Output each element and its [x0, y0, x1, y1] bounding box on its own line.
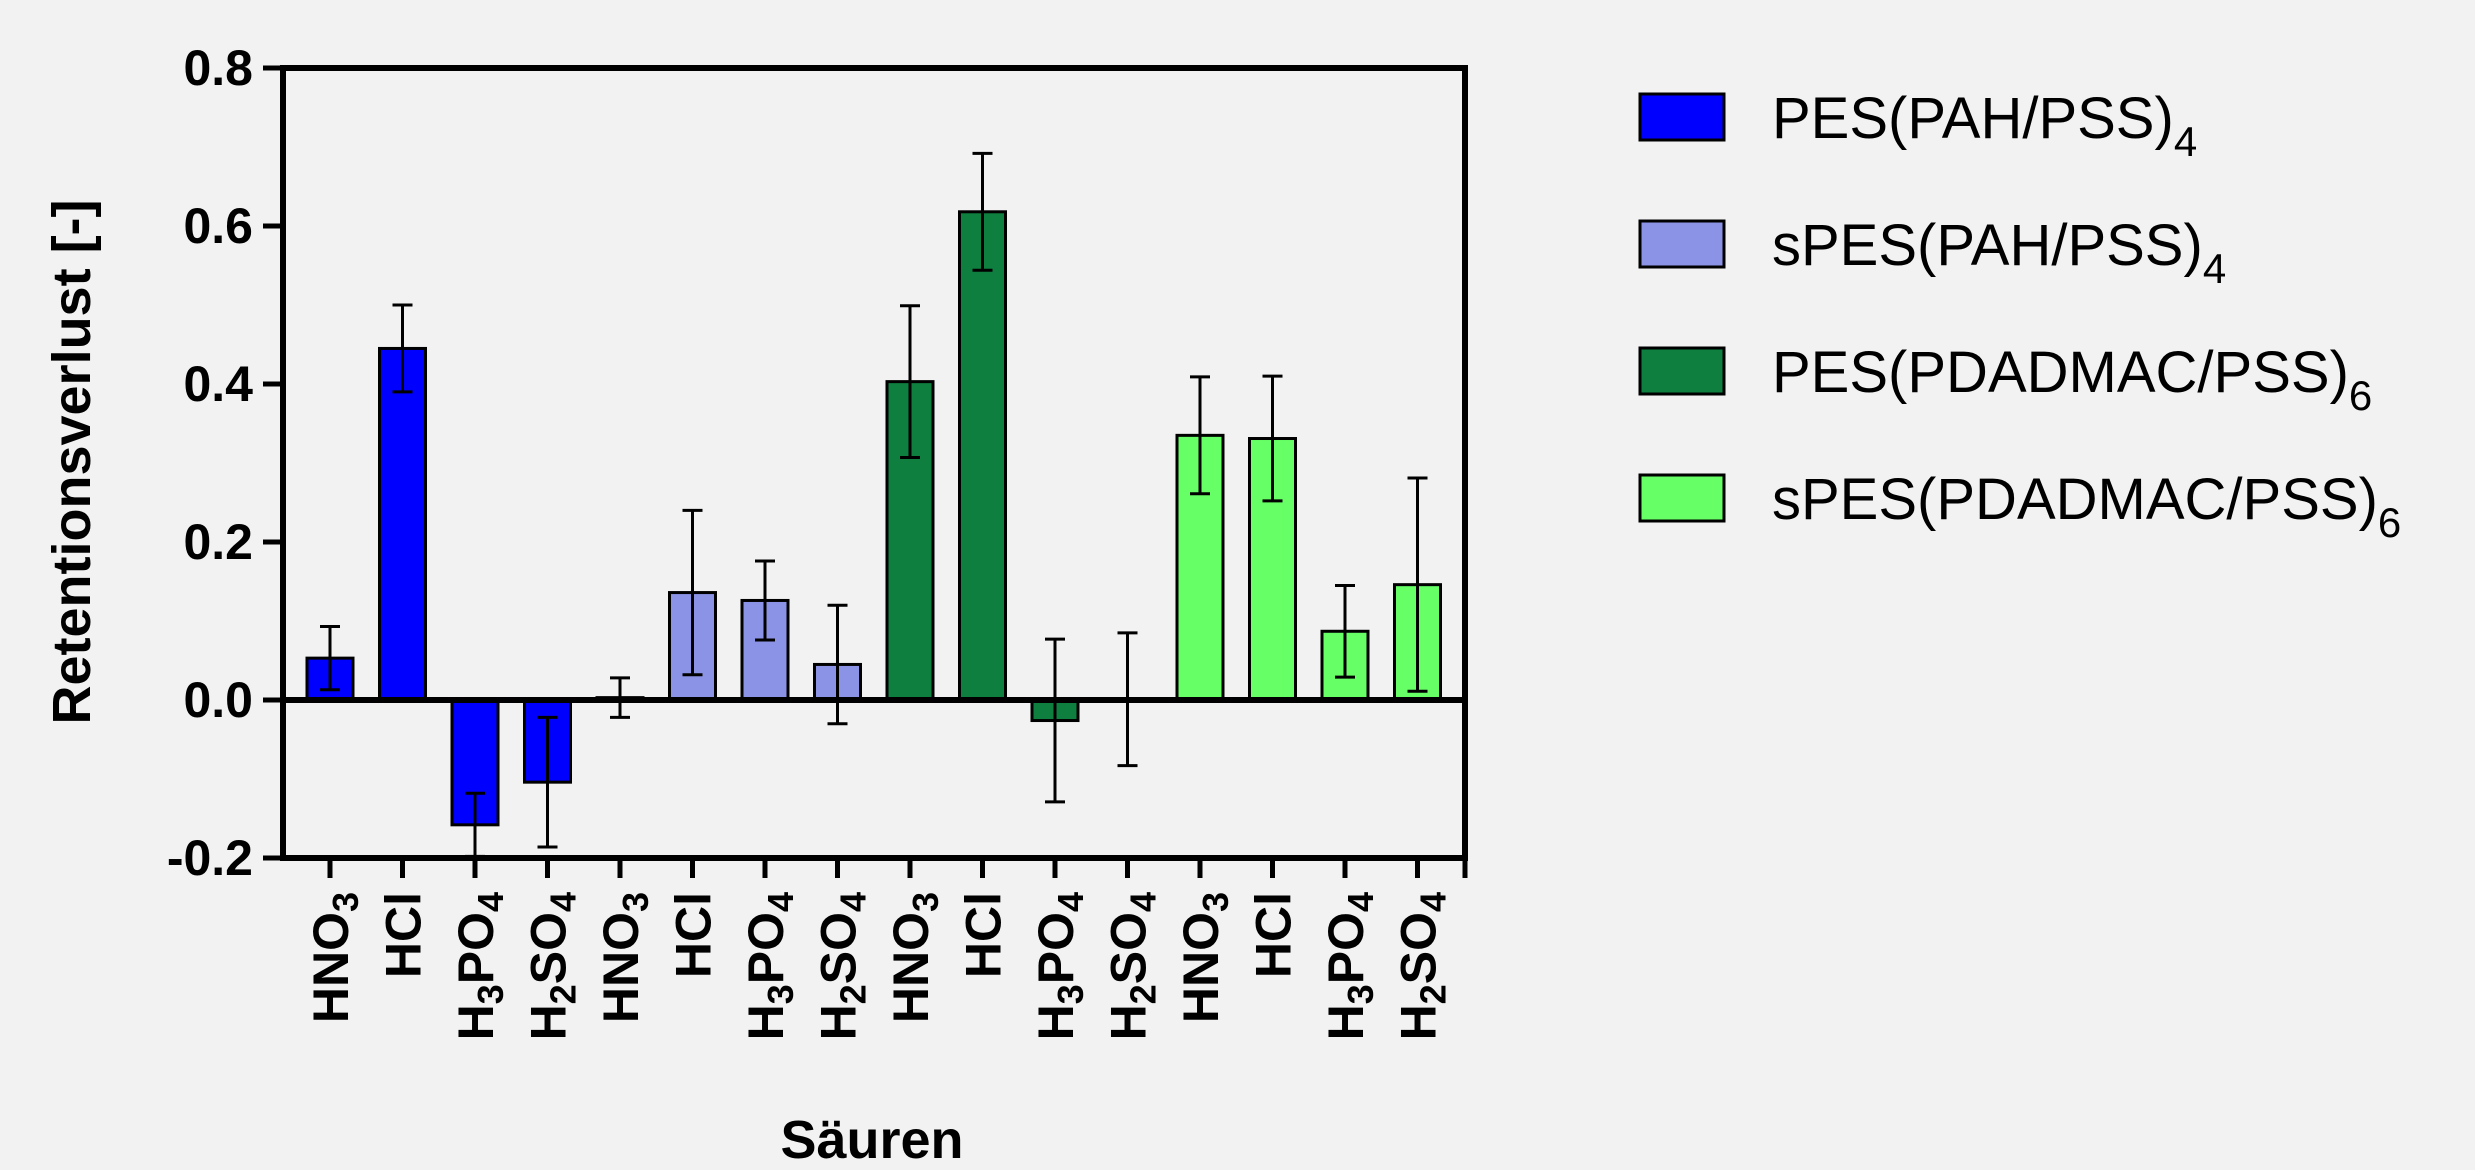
y-tick-label: 0.8: [183, 40, 253, 96]
x-tick-label: H2SO4: [1101, 892, 1164, 1040]
legend-item: sPES(PDADMAC/PSS)6: [1638, 467, 2401, 546]
error-bar: [972, 151, 993, 272]
y-tick-label: 0.2: [183, 514, 253, 570]
legend-item: PES(PDADMAC/PSS)6: [1638, 340, 2372, 419]
y-tick-label: 0.6: [183, 198, 253, 254]
y-tick-labels: 0.8 0.6 0.4 0.2 0.0 -0.2: [167, 40, 253, 886]
error-bar: [1190, 375, 1210, 496]
x-tick-label: HNO3: [303, 892, 366, 1023]
legend-label: sPES(PDADMAC/PSS)6: [1772, 467, 2401, 546]
x-tick-label: H2SO4: [521, 892, 584, 1040]
error-bar: [1045, 637, 1065, 804]
x-tick-label: H3PO4: [738, 892, 801, 1040]
x-tick-label: H3PO4: [1028, 892, 1091, 1040]
legend-label: sPES(PAH/PSS)4: [1772, 213, 2226, 292]
x-tick-label: H3PO4: [1318, 892, 1381, 1040]
bar: [958, 210, 1007, 702]
bars-layer: [305, 210, 1442, 827]
x-tick-label: HNO3: [593, 892, 656, 1023]
x-tick-label: HCl: [956, 892, 1012, 978]
legend-item: sPES(PAH/PSS)4: [1638, 213, 2226, 292]
y-axis-title: Retentionsverlust [-]: [42, 199, 102, 724]
x-tick-label: HNO3: [1173, 892, 1236, 1023]
x-axis-title: Säuren: [780, 1110, 963, 1170]
error-bar: [1335, 583, 1355, 679]
axes-layer: [263, 65, 1468, 878]
error-bar: [900, 304, 920, 459]
y-tick-label: 0.0: [183, 672, 253, 728]
legend-label: PES(PAH/PSS)4: [1772, 86, 2197, 165]
error-bar: [1407, 476, 1428, 693]
x-tick-label: HCl: [376, 892, 432, 978]
x-tick-label: HNO3: [883, 892, 946, 1023]
x-tick-label: H2SO4: [1391, 892, 1454, 1040]
y-tick-label: 0.4: [183, 356, 253, 412]
x-tick-label: H3PO4: [448, 892, 511, 1040]
legend-swatch: [1638, 346, 1726, 396]
legend-swatch: [1638, 219, 1726, 269]
x-tick-label: H2SO4: [811, 892, 874, 1040]
error-bar: [1262, 374, 1283, 503]
error-bar: [392, 303, 413, 394]
legend-swatch: [1638, 92, 1726, 142]
legend-label: PES(PDADMAC/PSS)6: [1772, 340, 2372, 419]
error-bar: [537, 715, 558, 849]
legend-swatch: [1638, 473, 1726, 523]
error-bar: [755, 559, 775, 642]
error-bar: [320, 625, 340, 692]
x-tick-label: HCl: [666, 892, 722, 978]
plot-frame: [280, 65, 1468, 861]
legend-item: PES(PAH/PSS)4: [1638, 86, 2197, 165]
error-bar: [827, 603, 848, 726]
y-tick-label: -0.2: [167, 830, 253, 886]
error-bar: [682, 508, 703, 677]
bar: [378, 346, 427, 702]
x-tick-label: HCl: [1246, 892, 1302, 978]
legend: PES(PAH/PSS)4 sPES(PAH/PSS)4 PES(PDADMAC/P…: [1638, 86, 2401, 546]
